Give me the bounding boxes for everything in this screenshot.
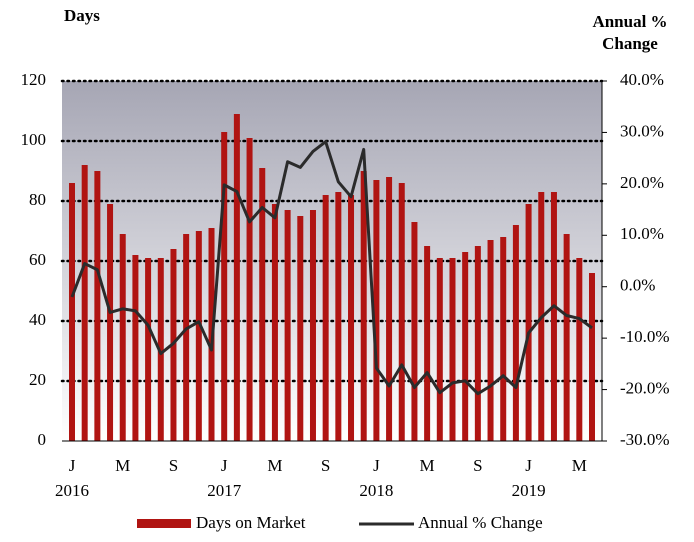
bar — [563, 234, 570, 441]
x-tick-label: J — [525, 456, 532, 475]
bar — [449, 258, 456, 441]
bar — [411, 222, 418, 441]
bar — [297, 216, 304, 441]
bar — [145, 258, 152, 441]
y2-tick-label: 40.0% — [620, 70, 664, 89]
bar — [373, 180, 380, 441]
bar — [81, 165, 88, 441]
bar — [107, 204, 114, 441]
bar — [386, 177, 393, 441]
bar — [462, 252, 469, 441]
legend-label: Annual % Change — [418, 513, 543, 532]
y2-tick-label: 0.0% — [620, 276, 655, 295]
x-tick-label: J — [373, 456, 380, 475]
x-tick-label: S — [473, 456, 482, 475]
x-tick-label: M — [420, 456, 435, 475]
x-year-label: 2019 — [512, 481, 546, 500]
x-tick-label: S — [321, 456, 330, 475]
bar — [424, 246, 431, 441]
y-tick-label: 80 — [29, 190, 46, 209]
legend-label: Days on Market — [196, 513, 306, 532]
y-tick-label: 20 — [29, 370, 46, 389]
bar — [233, 114, 240, 441]
y-tick-label: 100 — [21, 130, 47, 149]
y2-tick-label: 10.0% — [620, 224, 664, 243]
y-tick-label: 60 — [29, 250, 46, 269]
y2-axis-title: Change — [602, 34, 658, 53]
line — [70, 140, 593, 396]
x-tick-label: M — [115, 456, 130, 475]
bar — [474, 246, 481, 441]
y-tick-label: 120 — [21, 70, 47, 89]
bar — [157, 258, 164, 441]
bar — [550, 192, 557, 441]
x-tick-label: J — [221, 456, 228, 475]
bar — [576, 258, 583, 441]
bar — [271, 204, 278, 441]
bar — [487, 240, 494, 441]
y2-tick-label: -20.0% — [620, 378, 670, 397]
x-year-label: 2018 — [359, 481, 393, 500]
x-tick-label: M — [267, 456, 282, 475]
bar — [398, 183, 405, 441]
y-axis-title: Days — [64, 6, 100, 25]
x-tick-label: M — [572, 456, 587, 475]
y2-tick-label: 20.0% — [620, 173, 664, 192]
bar — [589, 273, 595, 441]
bar — [309, 210, 316, 441]
y2-tick-label: -10.0% — [620, 327, 670, 346]
bar — [284, 210, 291, 441]
bar — [525, 204, 532, 441]
x-year-label: 2016 — [55, 481, 89, 500]
bar — [119, 234, 126, 441]
y-tick-label: 40 — [29, 310, 46, 329]
bar — [348, 195, 355, 441]
y2-tick-label: 30.0% — [620, 121, 664, 140]
bar — [221, 132, 228, 441]
x-tick-label: S — [169, 456, 178, 475]
y2-tick-label: -30.0% — [620, 430, 670, 449]
legend-swatch — [137, 519, 191, 528]
bar — [195, 231, 202, 441]
y-tick-label: 0 — [38, 430, 47, 449]
bar — [500, 237, 507, 441]
x-tick-label: J — [69, 456, 76, 475]
bar — [436, 258, 443, 441]
bar — [246, 138, 253, 441]
bar — [132, 255, 139, 441]
bar — [360, 171, 367, 441]
bar — [335, 192, 342, 441]
y2-axis-title: Annual % — [592, 12, 667, 31]
bar — [69, 183, 75, 441]
bar — [94, 171, 101, 441]
x-year-label: 2017 — [207, 481, 242, 500]
bar — [322, 195, 329, 441]
bar — [512, 225, 519, 441]
bar — [183, 234, 190, 441]
bar — [259, 168, 266, 441]
